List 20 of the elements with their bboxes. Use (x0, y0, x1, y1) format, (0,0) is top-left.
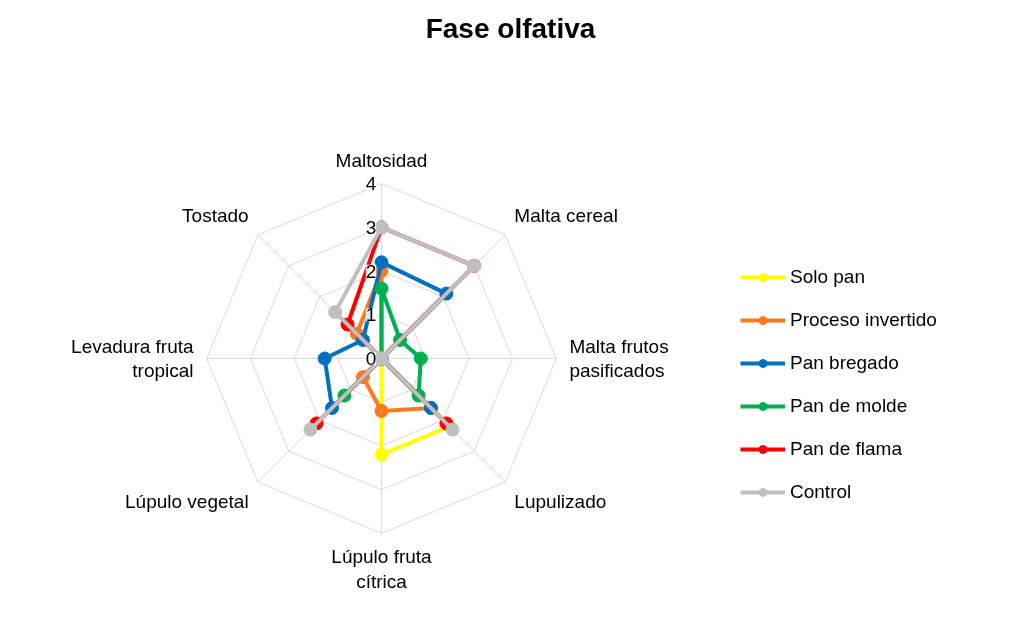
spoke-label: Tostado (182, 204, 249, 226)
y-tick-label: 3 (365, 216, 377, 238)
spoke-label: Lúpulo fruta cítrica (331, 546, 433, 592)
spoke-label: Maltosidad (335, 149, 428, 171)
legend-label: Proceso invertido (790, 309, 937, 331)
y-tick-label: 2 (365, 260, 377, 282)
y-tick-label: 1 (365, 304, 377, 326)
legend-label: Pan de molde (790, 395, 908, 417)
y-tick-label: 0 (365, 348, 377, 369)
chart-title: Fase olfativa (425, 12, 596, 44)
spoke-label: Malta frutos pasificados (569, 335, 669, 382)
spoke-label: Malta cereal (514, 204, 618, 226)
spoke-label: Levadura fruta tropical (71, 335, 195, 382)
legend-label: Pan de flama (790, 438, 902, 460)
spoke-label: Lúpulo vegetal (125, 491, 249, 513)
legend-label: Pan bregado (790, 352, 899, 374)
legend-label: Control (790, 481, 852, 503)
legend-label: Solo pan (790, 266, 866, 288)
y-tick-label: 4 (365, 173, 377, 195)
spoke-label: Lupulizado (514, 491, 607, 513)
